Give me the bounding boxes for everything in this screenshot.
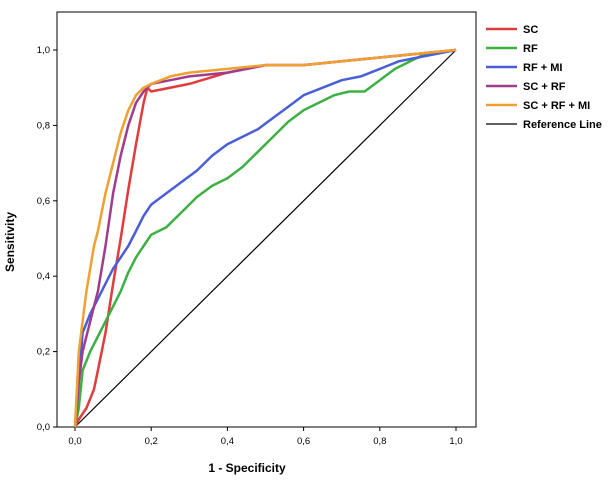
legend-label: SC + RF + MI [523,100,590,112]
x-tick-label: 0,0 [68,436,81,447]
x-tick-label: 1,0 [449,436,462,447]
y-tick-label: 1,0 [37,45,50,56]
legend-label: Reference Line [523,119,602,131]
x-tick-label: 0,4 [221,436,234,447]
x-tick-label: 0,8 [373,436,386,447]
y-tick-label: 0,4 [37,271,50,282]
y-tick-label: 0,6 [37,196,50,207]
legend-label: RF [523,43,538,55]
legend-label: SC [523,24,538,36]
y-tick-label: 0,8 [37,120,50,131]
y-tick-label: 0,2 [37,347,50,358]
series-line-rf-mi [73,48,457,428]
legend: SC RF RF + MI SC + RF SC + RF + MI Reference … [486,24,602,131]
x-axis-title: 1 - Specificity [208,461,286,475]
roc-curves [73,48,457,428]
series-line-reference-line [74,49,457,428]
x-tick-label: 0,2 [145,436,158,447]
x-tick-label: 0,6 [297,436,310,447]
y-tick-label: 0,0 [37,422,50,433]
plot-frame [56,11,477,428]
y-axis-title: Sensitivity [3,212,17,272]
legend-label: RF + MI [523,62,562,74]
legend-label: SC + RF [523,81,566,93]
axis-ticks: 0,0 0,2 0,4 0,6 0,8 1,0 0,0 0,2 0,4 0,6 0,8 1,0 [37,45,463,447]
series-line-rf [73,48,457,428]
series-line-sc-rf-mi [73,48,457,428]
